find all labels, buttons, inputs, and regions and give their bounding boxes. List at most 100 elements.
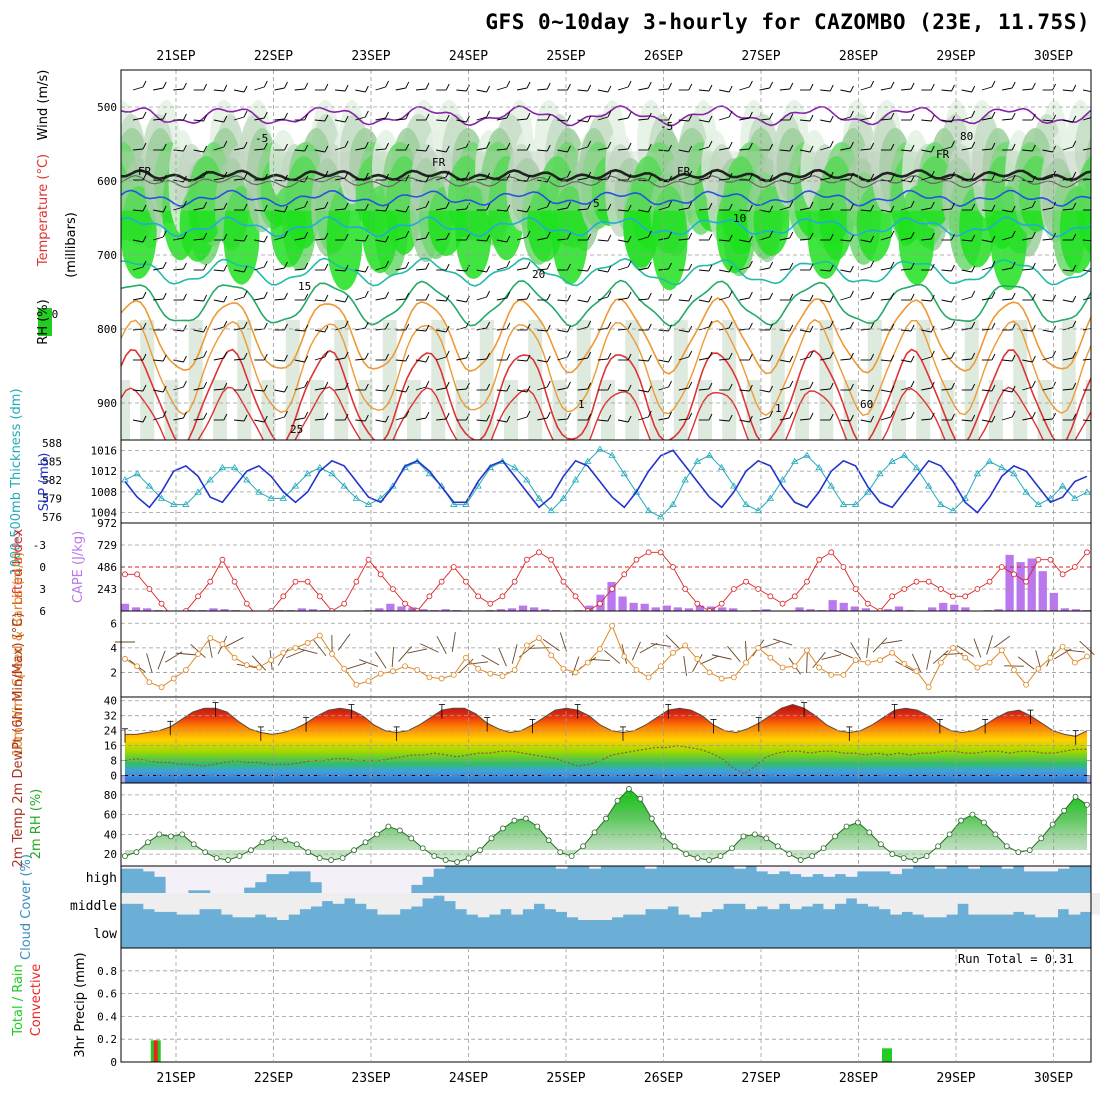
wind-barb bbox=[537, 206, 548, 211]
wind-barb bbox=[698, 208, 710, 211]
cape-bar bbox=[308, 609, 318, 611]
wind-barb bbox=[233, 116, 245, 121]
rh2m-line-point bbox=[751, 831, 758, 838]
wind-barb bbox=[516, 209, 528, 213]
wind10m-line-point bbox=[998, 647, 1005, 654]
rh2m-line-point bbox=[774, 843, 781, 850]
wind-barb-flag bbox=[1093, 111, 1096, 117]
wind-barb bbox=[537, 237, 548, 241]
rh2m-line-point bbox=[992, 831, 999, 838]
wind-barb bbox=[921, 299, 932, 302]
wind-barb-flag bbox=[526, 205, 531, 213]
wind-barb bbox=[941, 177, 952, 181]
wind-barb-flag bbox=[425, 175, 430, 183]
wind10m-line-point bbox=[609, 622, 615, 629]
cloud-gap-high bbox=[879, 866, 891, 872]
wind10m-barb bbox=[993, 635, 1011, 649]
thickness-line-point bbox=[510, 463, 519, 471]
thickness-line-point bbox=[377, 494, 385, 501]
contour-label: 1 bbox=[578, 398, 585, 411]
wind-barb-flag bbox=[284, 174, 288, 182]
wind-barb-flag bbox=[263, 322, 268, 330]
wind-barb bbox=[840, 178, 851, 181]
wind-barb bbox=[516, 416, 528, 421]
wind-barb-flag bbox=[405, 410, 410, 418]
wind-barb bbox=[961, 358, 972, 361]
rh2m-line-point bbox=[1015, 849, 1022, 856]
wind-barb bbox=[355, 147, 366, 151]
wind-barb bbox=[537, 88, 548, 91]
date-label-top: 29SEP bbox=[936, 49, 975, 64]
wind-barb-flag bbox=[263, 415, 268, 423]
cloud-gap-middle bbox=[934, 893, 947, 918]
wind-barb-flag bbox=[607, 141, 612, 149]
wind-barb bbox=[1042, 356, 1053, 361]
wind-barb-flag bbox=[951, 295, 955, 303]
contour-label: 60 bbox=[860, 398, 873, 411]
cloud-gap-middle bbox=[1012, 893, 1025, 912]
wind-barb-flag bbox=[546, 411, 551, 419]
wind-barb bbox=[476, 419, 487, 422]
wind-barb-flag bbox=[708, 264, 713, 272]
wind-barb-flag bbox=[708, 84, 713, 92]
thickness-line-point bbox=[596, 445, 604, 452]
contour-label: FR bbox=[138, 165, 152, 178]
cape-tick: 972 bbox=[97, 517, 117, 530]
contour-label: 15 bbox=[298, 280, 311, 293]
wind-barb bbox=[1062, 326, 1073, 331]
wind-barb-flag bbox=[769, 112, 773, 120]
cloud-gap-high bbox=[187, 866, 200, 891]
cloud-band-label: high bbox=[86, 871, 117, 886]
wind-barb-flag bbox=[364, 352, 369, 360]
thickness-line-point bbox=[157, 494, 166, 501]
rh-shading bbox=[121, 70, 1091, 440]
wind10m-line-point bbox=[292, 644, 299, 651]
thickness-line-point bbox=[815, 463, 823, 471]
wind-barb-flag bbox=[951, 413, 955, 421]
wind-barb bbox=[234, 239, 245, 242]
rh-lower bbox=[625, 320, 640, 440]
wind-barb bbox=[799, 176, 811, 181]
wind-barb bbox=[799, 299, 811, 302]
wind-barb-flag bbox=[829, 382, 834, 390]
wind-barb-flag bbox=[364, 265, 369, 273]
slp-tick: 1016 bbox=[91, 444, 118, 457]
wind-barb-flag bbox=[607, 265, 612, 273]
wind-barb-flag bbox=[486, 265, 491, 273]
wind-barb-flag bbox=[708, 233, 713, 241]
wind-barb-flag bbox=[162, 261, 167, 269]
wind-barb-flag bbox=[162, 205, 167, 213]
rh2m-line-point bbox=[431, 853, 438, 860]
cloud-gap-middle bbox=[243, 893, 256, 918]
wind-barb-flag bbox=[445, 170, 450, 178]
wind-barb bbox=[193, 356, 204, 361]
wind-barb-flag bbox=[526, 410, 531, 418]
wind-barb-flag bbox=[587, 295, 592, 303]
wind-barb-flag bbox=[385, 142, 389, 150]
wind-barb-flag bbox=[526, 174, 531, 182]
wind-barb-flag bbox=[728, 234, 733, 242]
wind-barb bbox=[840, 239, 851, 242]
li-line-point bbox=[195, 593, 201, 600]
wind-barb bbox=[577, 208, 588, 211]
cape-bar bbox=[828, 600, 837, 611]
wind-barb-flag bbox=[930, 263, 935, 271]
thickness-line-point bbox=[145, 482, 154, 489]
wind10m-line-point bbox=[572, 669, 579, 676]
t2m-tick: 40 bbox=[104, 695, 117, 708]
wind-barb-flag bbox=[486, 290, 491, 298]
wind-barb-flag bbox=[951, 264, 955, 272]
wind-barb-flag bbox=[223, 140, 228, 148]
wind-barb bbox=[395, 416, 406, 421]
cloud-gap-high bbox=[121, 866, 133, 869]
wind-barb bbox=[921, 119, 932, 122]
wind-barb bbox=[1082, 117, 1091, 121]
thickness-line-point bbox=[474, 482, 482, 489]
li-line-point bbox=[134, 571, 141, 578]
wind-barb bbox=[698, 269, 710, 272]
wind10m-line-point bbox=[146, 679, 153, 686]
wind-barb-flag bbox=[284, 354, 288, 362]
li-line-point bbox=[609, 586, 615, 592]
wind-barb bbox=[941, 269, 952, 272]
